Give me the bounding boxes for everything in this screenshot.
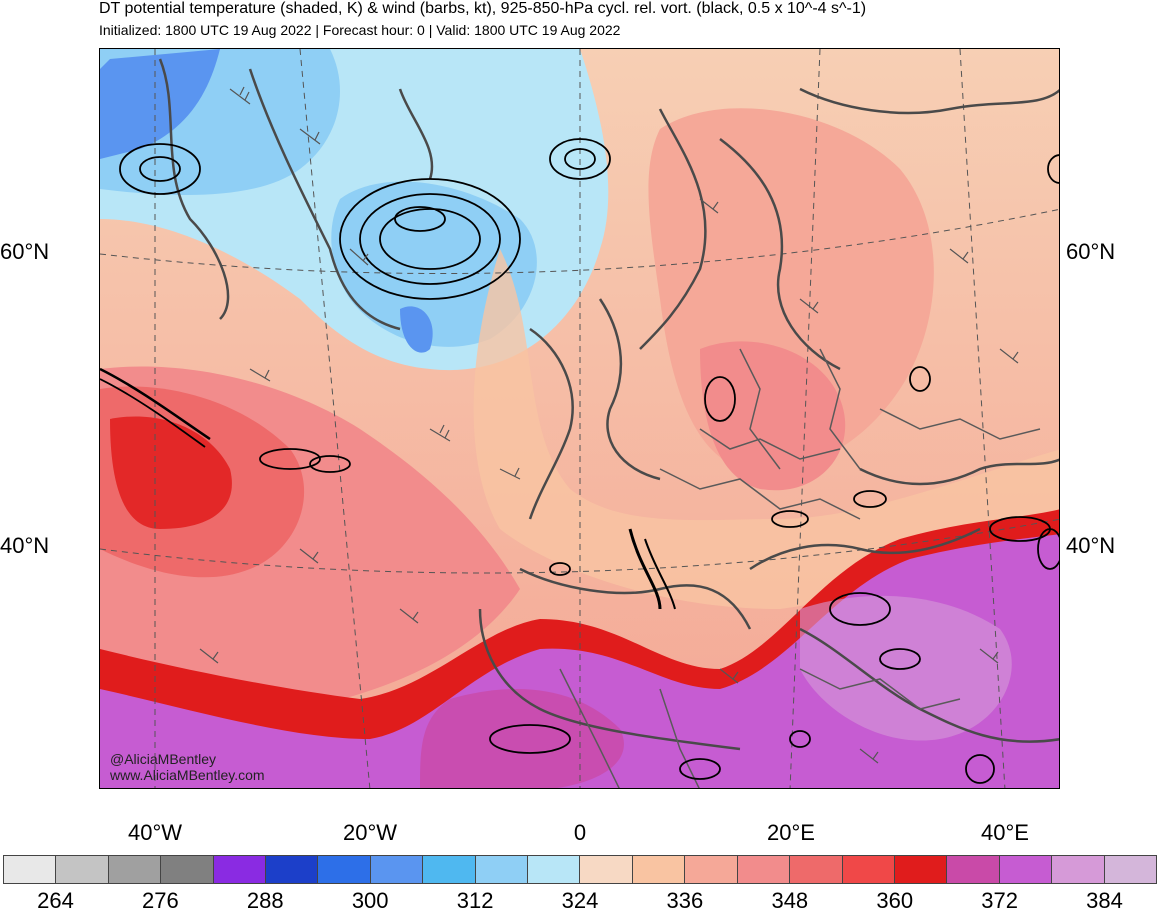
credit-website: www.AliciaMBentley.com	[110, 767, 265, 783]
colorbar-box	[528, 856, 581, 883]
colorbar-box	[842, 856, 895, 883]
colorbar-tick-label: 312	[456, 888, 494, 913]
colorbar-tick-label: 264	[37, 888, 74, 913]
colorbar-tick-label: 324	[561, 888, 599, 913]
cold-spot	[400, 306, 433, 353]
colorbar-box	[4, 856, 57, 883]
country-borders	[559, 348, 1041, 788]
lon-label-20w: 20°W	[342, 820, 398, 845]
chart-subtitle: Initialized: 1800 UTC 19 Aug 2022 | Fore…	[99, 22, 621, 38]
colorbar-box	[423, 856, 476, 883]
lon-label-20e: 20°E	[767, 820, 815, 845]
mid-band	[473, 249, 1059, 609]
colorbar-box	[213, 856, 267, 883]
colorbar-box	[56, 856, 109, 883]
colorbar-tick-label: 336	[666, 888, 704, 913]
credit-handle: @AliciaMBentley	[110, 751, 217, 767]
colorbar-tick-label: 348	[771, 888, 809, 913]
cold-core-greenland	[100, 49, 220, 159]
colorbar-box	[475, 856, 529, 883]
lat-label-60n-left: 60°N	[0, 239, 50, 264]
colorbar-box	[370, 856, 424, 883]
map-canvas	[100, 49, 1059, 788]
colorbar-tick-label: 360	[876, 888, 914, 913]
lat-label-40n-right: 40°N	[1066, 533, 1116, 558]
warm-central-europe	[700, 341, 846, 491]
colorbar-tick-label: 276	[142, 888, 179, 913]
colorbar-box	[1104, 856, 1156, 883]
colorbar-box	[737, 856, 791, 883]
very-hot-region	[100, 534, 1059, 788]
vorticity-contours	[100, 138, 1059, 784]
lat-label-40n-left: 40°N	[0, 533, 50, 558]
colorbar	[3, 855, 1157, 884]
colorbar-box	[108, 856, 162, 883]
hot-region-north-africa	[420, 689, 624, 788]
wind-barbs	[199, 86, 1019, 764]
colorbar-box	[999, 856, 1053, 883]
colorbar-box	[1052, 856, 1105, 883]
map-panel	[99, 48, 1060, 789]
colorbar-tick-label: 300	[351, 888, 389, 913]
colorbar-tick-label: 372	[981, 888, 1018, 913]
colorbar-box	[685, 856, 738, 883]
colorbar-box	[580, 856, 633, 883]
lon-label-0: 0	[573, 820, 587, 845]
colorbar-box	[318, 856, 371, 883]
lon-label-40e: 40°E	[981, 820, 1029, 845]
colorbar-box	[947, 856, 1000, 883]
chart-title: DT potential temperature (shaded, K) & w…	[99, 0, 867, 17]
lat-label-60n-right: 60°N	[1066, 239, 1116, 264]
colorbar-box	[894, 856, 948, 883]
colorbar-box	[790, 856, 843, 883]
graticule	[100, 49, 1059, 788]
colorbar-box	[632, 856, 686, 883]
lon-label-40w: 40°W	[127, 820, 183, 845]
colorbar-box	[266, 856, 319, 883]
colorbar-tick-label: 288	[246, 888, 284, 913]
colorbar-tick-label: 384	[1086, 888, 1123, 913]
colorbar-box	[161, 856, 214, 883]
